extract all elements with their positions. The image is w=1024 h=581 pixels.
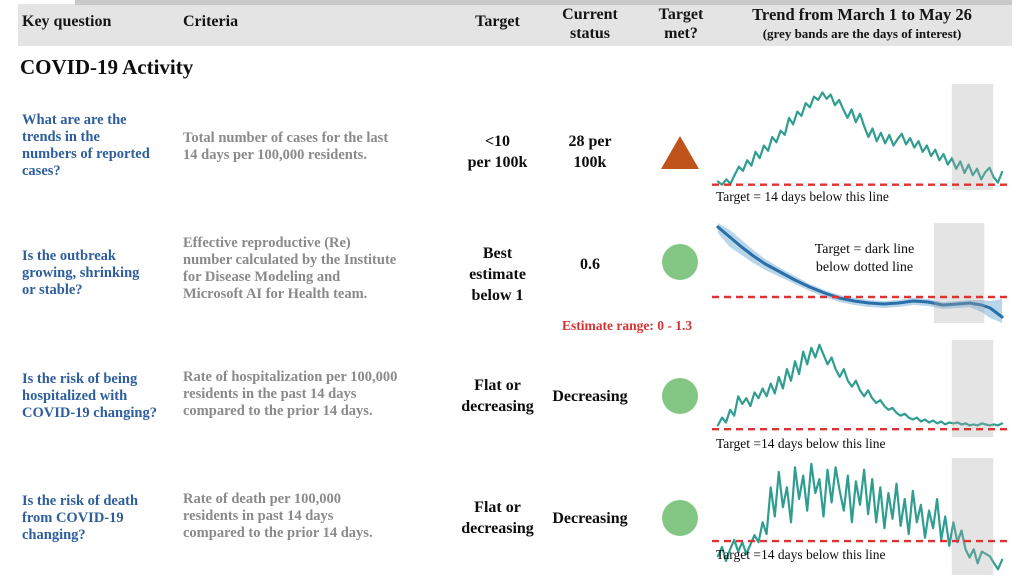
column-header-target: Target xyxy=(475,13,520,30)
section-title: COVID-19 Activity xyxy=(20,55,194,79)
row1-criteria: Total number of cases for the last 14 da… xyxy=(183,130,389,163)
target-met-circle-icon xyxy=(662,500,698,536)
row4-question: Is the risk of death from COVID-19 chang… xyxy=(22,493,139,543)
row1-question: What are are the trends in the numbers o… xyxy=(22,112,150,179)
header-top-edge xyxy=(75,0,1012,5)
reported-cases-trend-svg xyxy=(712,84,1008,190)
row1-target: <10 per 100k xyxy=(467,133,528,171)
row3-criteria: Rate of hospitalization per 100,000 resi… xyxy=(183,369,398,419)
row3-status: Decreasing xyxy=(552,388,628,405)
header-band xyxy=(18,4,1012,46)
estimate-range-note: Estimate range: 0 - 1.3 xyxy=(562,318,693,333)
days-of-interest-band xyxy=(951,458,994,575)
death-trend-caption: Target =14 days below this line xyxy=(716,547,886,562)
death-rate-trend-svg xyxy=(712,458,1008,575)
re-trend-chart xyxy=(712,223,1008,323)
trend-line xyxy=(716,91,1004,186)
column-header-key-question: Key question xyxy=(22,13,112,30)
row2-criteria: Effective reproductive (Re) number calcu… xyxy=(183,235,397,302)
target-met-circle-icon xyxy=(662,244,698,280)
row4-status: Decreasing xyxy=(552,510,628,527)
column-header-current-status: Current status xyxy=(562,6,618,42)
row2-question: Is the outbreak growing, shrinking or st… xyxy=(22,248,140,298)
trend-line xyxy=(716,343,1004,427)
hospitalization-trend-svg xyxy=(712,340,1008,437)
days-of-interest-band xyxy=(951,340,994,437)
column-header-criteria: Criteria xyxy=(183,13,239,30)
row2-status: 0.6 xyxy=(580,256,600,273)
trend-line xyxy=(716,225,1004,319)
re-trend-annotation: Target = dark line below dotted line xyxy=(814,242,915,275)
row3-question: Is the risk of being hospitalized with C… xyxy=(22,371,157,421)
death-trend-chart xyxy=(712,458,1008,575)
re-number-trend-svg xyxy=(712,223,1008,323)
row1-status: 28 per 100k xyxy=(568,133,612,171)
column-header-trend-title: Trend from March 1 to May 26 xyxy=(752,5,972,24)
column-header-target-met: Target met? xyxy=(658,6,704,42)
row2-target: Best estimate below 1 xyxy=(469,245,526,304)
target-met-circle-icon xyxy=(662,378,698,414)
trend-line xyxy=(716,462,1004,571)
hospitalization-trend-caption: Target =14 days below this line xyxy=(716,436,886,451)
cases-trend-chart xyxy=(712,84,1008,190)
days-of-interest-band xyxy=(934,223,985,323)
cases-trend-caption: Target = 14 days below this line xyxy=(716,189,889,204)
target-not-met-triangle-icon xyxy=(661,136,699,169)
row4-criteria: Rate of death per 100,000 residents in p… xyxy=(183,491,373,541)
column-header-trend-subtitle: (grey bands are the days of interest) xyxy=(762,26,962,41)
days-of-interest-band xyxy=(951,84,994,190)
row3-target: Flat or decreasing xyxy=(461,377,534,415)
row4-target: Flat or decreasing xyxy=(461,499,534,537)
hospitalization-trend-chart xyxy=(712,340,1008,437)
